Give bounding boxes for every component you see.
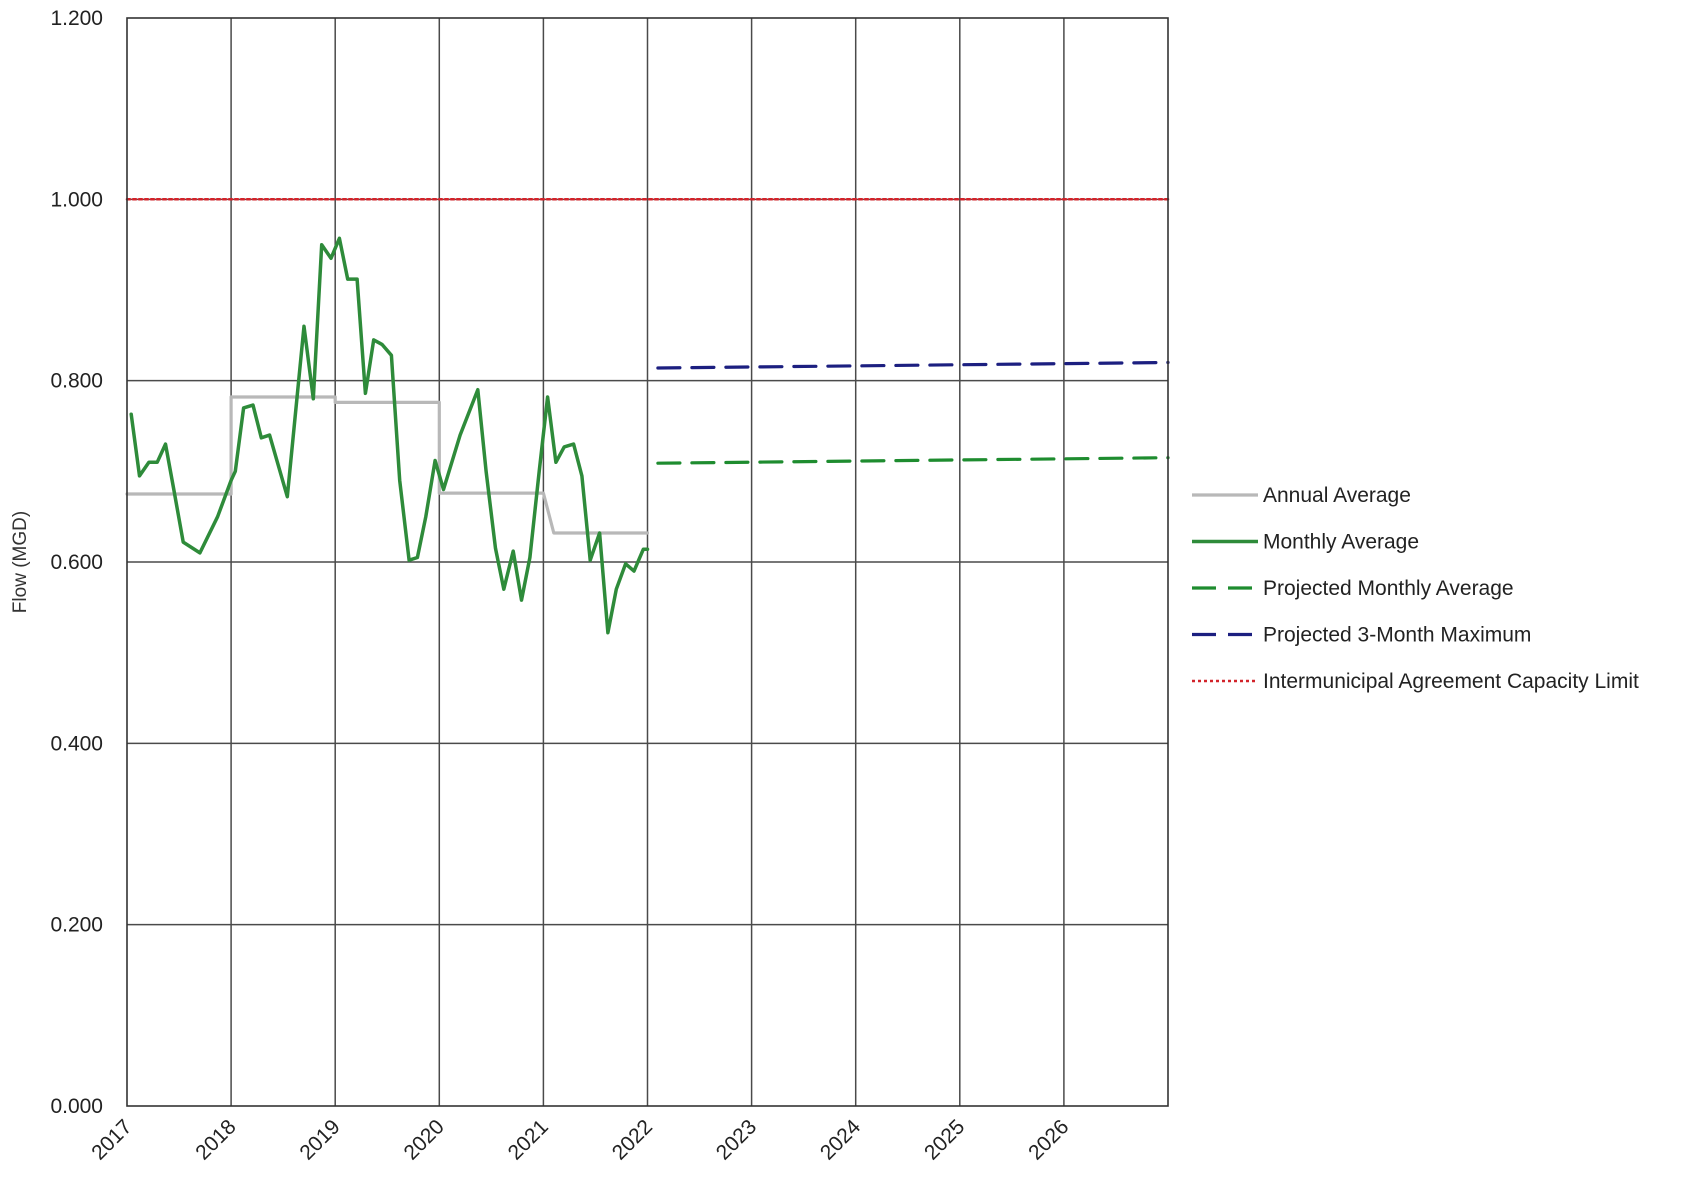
y-axis-title: Flow (MGD)	[10, 511, 31, 613]
y-tick-label: 1.200	[50, 7, 103, 30]
y-tick-label: 0.400	[50, 732, 103, 755]
y-tick-label: 1.000	[50, 188, 103, 211]
legend-label: Annual Average	[1263, 484, 1411, 507]
legend-label: Monthly Average	[1263, 531, 1419, 554]
series-lines	[125, 198, 1170, 635]
y-tick-label: 0.200	[50, 914, 103, 937]
legend-label: Projected 3-Month Maximum	[1263, 624, 1531, 647]
series-line-2	[656, 456, 1170, 465]
y-tick-label: 0.800	[50, 370, 103, 393]
y-tick-label: 0.600	[50, 551, 103, 574]
legend-label: Intermunicipal Agreement Capacity Limit	[1263, 670, 1639, 693]
series-line-0	[125, 395, 650, 535]
y-tick-labels: 0.000 0.200 0.400 0.600 0.800 1.000 1.200	[50, 7, 103, 1118]
legend: Annual Average Monthly Average Projected M…	[1192, 484, 1639, 693]
series-line-1	[129, 236, 650, 635]
legend-label: Projected Monthly Average	[1263, 577, 1514, 600]
y-tick-label: 0.000	[50, 1095, 103, 1118]
plot-frame	[126, 17, 1169, 1107]
series-line-3	[656, 360, 1170, 370]
